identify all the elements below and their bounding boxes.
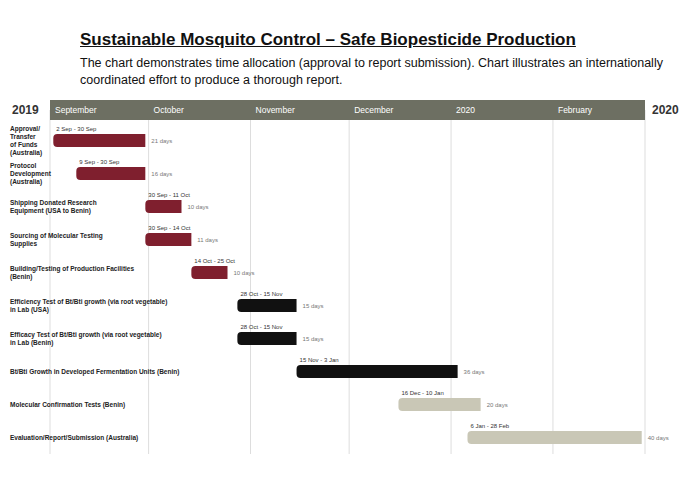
svg-text:10 days: 10 days xyxy=(234,270,255,276)
svg-text:11 days: 11 days xyxy=(197,237,218,243)
svg-text:December: December xyxy=(354,105,393,115)
svg-text:Building/Testing of Production: Building/Testing of Production Facilitie… xyxy=(10,265,134,281)
svg-text:6 Jan - 28 Feb: 6 Jan - 28 Feb xyxy=(470,423,509,429)
svg-text:October: October xyxy=(154,105,184,115)
svg-text:30 Sep - 11 Oct: 30 Sep - 11 Oct xyxy=(148,192,190,198)
svg-text:28 Oct - 15 Nov: 28 Oct - 15 Nov xyxy=(240,291,282,297)
svg-text:21 days: 21 days xyxy=(151,138,172,144)
svg-text:30 Sep - 14 Oct: 30 Sep - 14 Oct xyxy=(148,225,190,231)
svg-text:Sourcing of Molecular TestingS: Sourcing of Molecular TestingSupplies xyxy=(10,232,103,248)
svg-text:Shipping Donated ResearchEquip: Shipping Donated ResearchEquipment (USA … xyxy=(10,199,97,215)
svg-text:Molecular Confirmation Tests (: Molecular Confirmation Tests (Benin) xyxy=(10,401,125,409)
svg-text:ProtocolDevelopment(Australia): ProtocolDevelopment(Australia) xyxy=(10,162,52,186)
svg-text:16 days: 16 days xyxy=(151,171,172,177)
html-text:Sustainable Mosquito Control –: Sustainable Mosquito Control – Safe Biop… xyxy=(80,30,576,49)
svg-text:Evaluation/Report/Submission (: Evaluation/Report/Submission (Australia) xyxy=(10,434,138,442)
svg-text:10 days: 10 days xyxy=(187,204,208,210)
svg-text:Efficiency Test of Bt/Bti grow: Efficiency Test of Bt/Bti growth (via ro… xyxy=(10,298,167,314)
svg-text:36 days: 36 days xyxy=(464,369,485,375)
svg-text:16 Dec - 10 Jan: 16 Dec - 10 Jan xyxy=(401,390,443,396)
svg-text:15 days: 15 days xyxy=(303,336,324,342)
html-text:2019: 2019 xyxy=(12,103,39,117)
svg-text:2020: 2020 xyxy=(456,105,475,115)
svg-text:February: February xyxy=(558,105,593,115)
svg-text:2 Sep - 30 Sep: 2 Sep - 30 Sep xyxy=(56,126,97,132)
svg-text:40 days: 40 days xyxy=(648,435,669,441)
svg-text:28 Oct - 15 Nov: 28 Oct - 15 Nov xyxy=(240,324,282,330)
svg-text:20 days: 20 days xyxy=(487,402,508,408)
svg-text:November: November xyxy=(256,105,295,115)
svg-text:September: September xyxy=(55,105,97,115)
svg-text:9 Sep - 30 Sep: 9 Sep - 30 Sep xyxy=(79,159,120,165)
svg-text:15 days: 15 days xyxy=(303,303,324,309)
svg-text:14 Oct - 25 Oct: 14 Oct - 25 Oct xyxy=(194,258,235,264)
html-text:The chart demonstrates time al: The chart demonstrates time allocation (… xyxy=(80,56,663,87)
html-text:2020: 2020 xyxy=(652,103,679,117)
svg-text:15 Nov - 3 Jan: 15 Nov - 3 Jan xyxy=(300,357,339,363)
svg-text:Efficacy Test of Bt/Bti growth: Efficacy Test of Bt/Bti growth (via root… xyxy=(10,331,162,347)
svg-text:Approval/Transferof Funds(Aust: Approval/Transferof Funds(Australia) xyxy=(10,125,42,157)
svg-text:Bt/Bti Growth in Developed Fer: Bt/Bti Growth in Developed Fermentation … xyxy=(10,368,179,376)
